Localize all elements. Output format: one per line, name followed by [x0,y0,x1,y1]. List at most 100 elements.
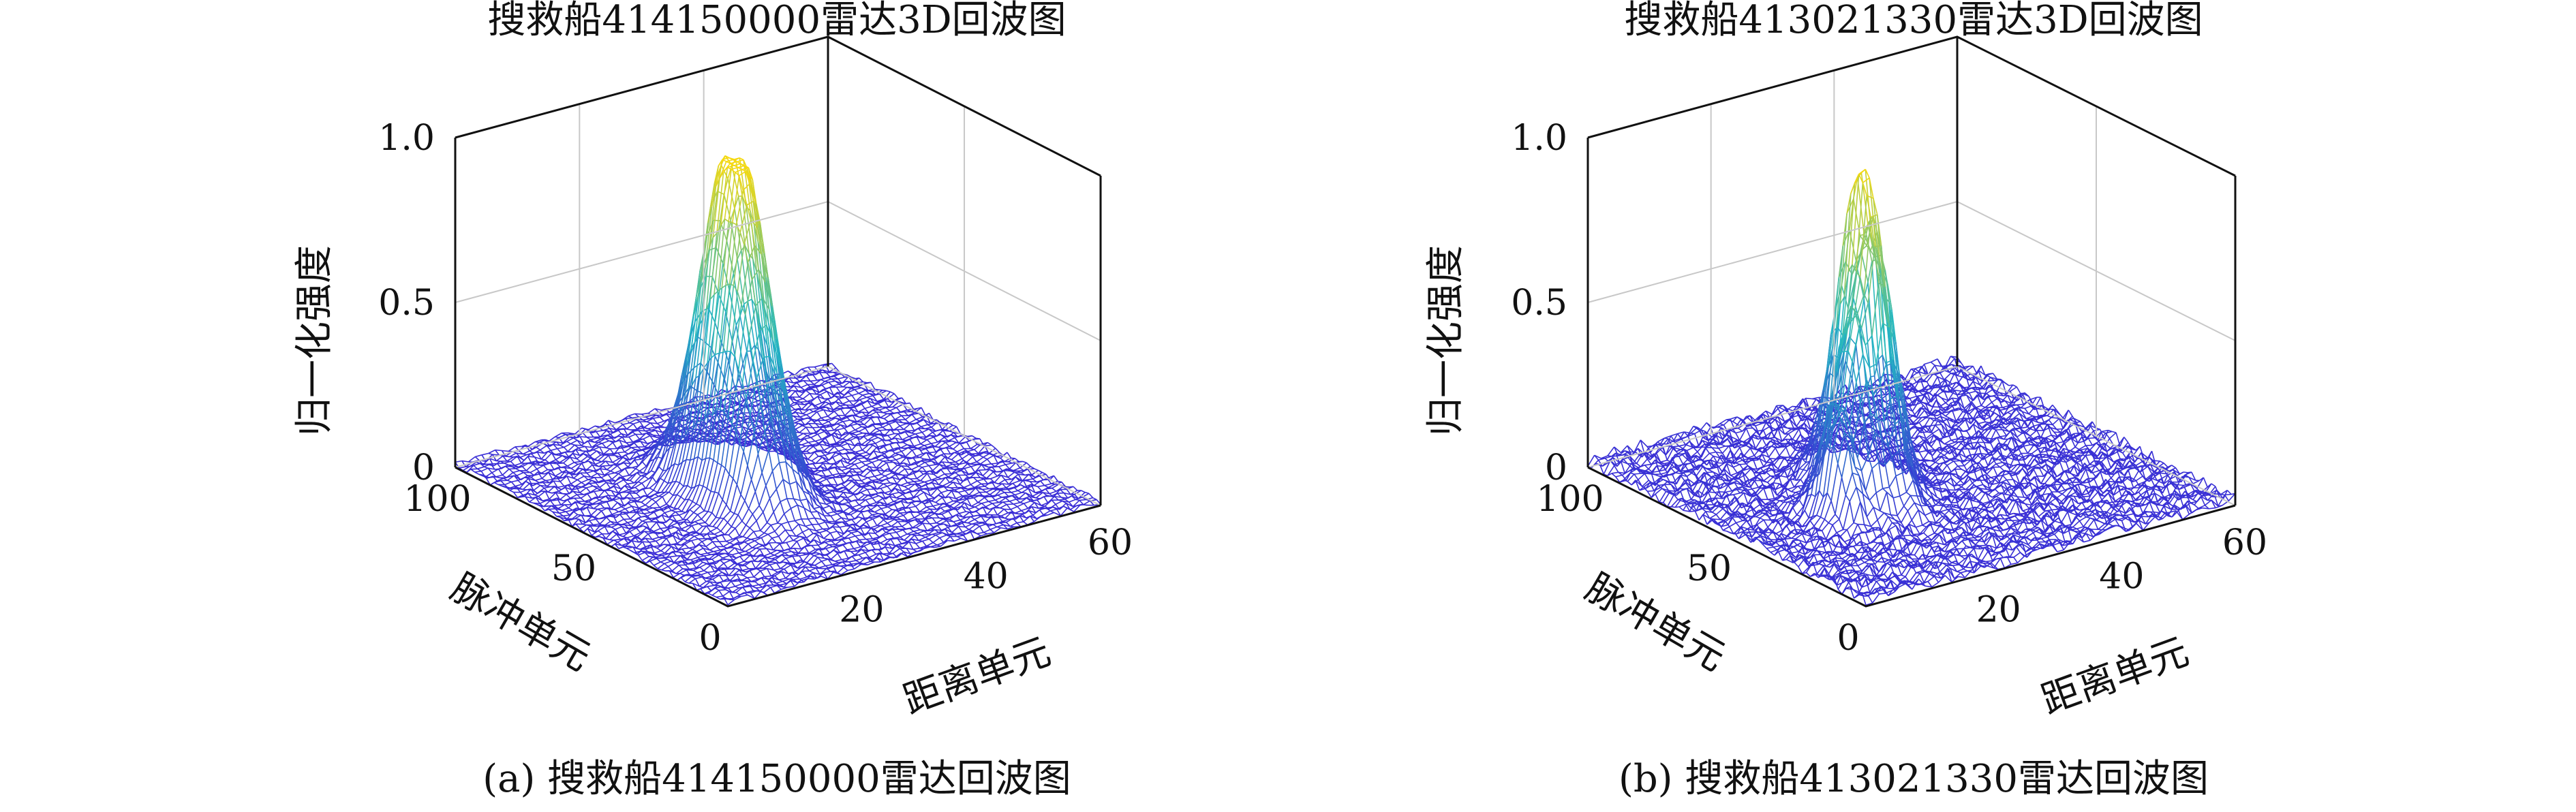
surface-segment [554,454,559,456]
surface-segment [709,457,714,461]
surface-segment [882,406,887,409]
surface-segment [694,518,702,522]
surface-segment [744,500,750,510]
surface-segment [660,419,669,427]
surface-segment [555,471,562,477]
surface-segment [567,499,572,505]
surface-segment [554,486,559,492]
surface-segment [523,456,529,461]
surface-segment [509,452,517,458]
surface-segment [585,446,592,448]
surface-segment [621,468,626,471]
surface-segment [908,433,916,437]
surface-segment [623,535,628,539]
surface-segment [562,493,567,495]
surface-segment [716,527,722,532]
surface-segment [638,504,646,509]
surface-segment [545,480,550,484]
surface-segment [584,460,589,463]
surface-segment [814,452,819,457]
surface-segment [671,525,675,528]
surface-segment [630,442,634,447]
surface-segment [489,475,493,478]
surface-segment [500,480,508,482]
surface-segment [691,540,696,547]
surface-segment [808,440,816,443]
surface-segment [545,452,553,460]
surface-segment [522,466,527,471]
surface-segment [563,456,571,464]
surface-segment [624,518,630,520]
surface-segment [617,451,625,454]
surface-segment [800,384,808,388]
surface-segment [476,461,480,465]
surface-segment [628,489,633,493]
surface-segment [604,454,609,456]
surface-segment [550,448,558,451]
surface-segment [569,456,575,463]
surface-segment [857,458,862,463]
surface-segment [728,221,733,223]
surface-segment [876,428,880,431]
surface-segment [688,499,693,502]
surface-segment [847,463,852,465]
surface-segment [604,438,610,441]
surface-segment [587,493,592,500]
surface-segment [474,456,480,461]
surface-segment [629,531,634,537]
surface-segment [887,413,891,415]
surface-segment [574,427,583,435]
surface-segment [536,482,541,486]
surface-segment [672,514,679,516]
surface-segment [952,424,957,427]
surface-segment [651,470,656,473]
surface-segment [694,521,699,525]
surface-segment [540,449,545,454]
surface-segment [882,390,887,392]
surface-segment [558,434,566,439]
surface-segment [876,460,883,469]
surface-segment [477,466,485,470]
surface-segment [625,417,632,420]
surface-segment [533,490,538,494]
surface-segment [576,436,581,439]
surface-segment [829,371,833,373]
surface-segment [614,435,619,439]
surface-segment [801,369,806,372]
surface-segment [808,441,813,446]
surface-segment [604,473,609,476]
surface-segment [599,482,607,488]
surface-segment [602,448,611,455]
surface-segment [570,463,579,469]
surface-segment [618,473,623,478]
surface-segment [571,449,577,452]
surface-segment [803,398,808,403]
surface-segment [649,522,657,531]
surface-segment [651,499,656,503]
surface-segment [791,405,795,410]
surface-segment [510,456,518,463]
surface-segment [893,393,899,399]
surface-segment [657,563,665,569]
surface-segment [491,472,497,478]
surface-segment [814,439,822,442]
surface-segment [530,488,536,496]
surface-segment [650,422,655,428]
surface-segment [714,443,719,446]
surface-segment [542,482,548,487]
surface-segment [679,538,684,540]
surface-segment [685,531,690,533]
surface-segment [676,519,684,522]
surface-segment [724,467,730,475]
surface-segment [583,493,588,495]
surface-segment [747,465,752,480]
surface-segment [532,446,537,450]
surface-segment [699,522,706,525]
surface-segment [513,455,518,458]
surface-segment [574,444,581,446]
surface-segment [917,407,922,409]
surface-segment [502,485,506,488]
surface-segment [512,470,520,473]
surface-segment [500,480,506,486]
surface-segment [873,430,880,435]
